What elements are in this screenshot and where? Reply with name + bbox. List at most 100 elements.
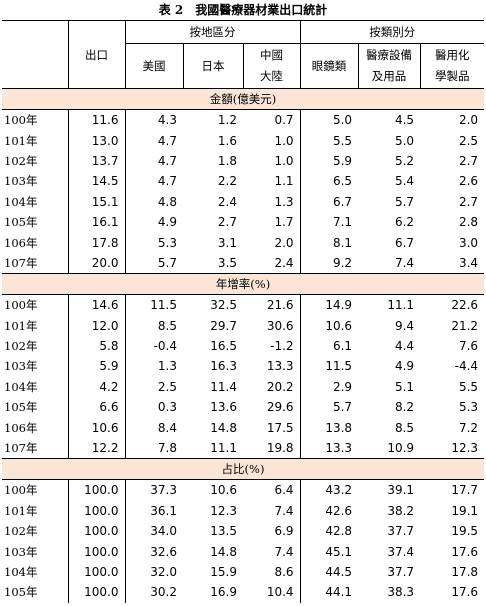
value-cell: 16.3	[210, 359, 237, 374]
value-cell: 5.5	[458, 379, 479, 394]
value-cell: 8.5	[124, 315, 183, 336]
value-cell: 4.7	[124, 171, 183, 192]
year-cell: 101年	[4, 318, 38, 333]
value-cell: 5.5	[299, 130, 359, 151]
value-cell: 5.0	[394, 133, 415, 148]
value-cell: 42.6	[299, 500, 359, 522]
year-cell: 100年	[4, 298, 38, 313]
value-cell: 7.4	[274, 503, 294, 518]
column-header: 眼鏡類	[299, 43, 359, 89]
header-cell: 出口	[67, 20, 125, 89]
header-row: 出口 按地區分 按類別分	[2, 20, 485, 89]
year-cell: 105年	[4, 215, 38, 230]
value-cell: 5.7	[124, 252, 183, 274]
value-cell: 6.9	[274, 524, 294, 539]
year-cell: 106年	[4, 420, 38, 435]
value-cell: 5.7	[299, 397, 359, 418]
value-cell: -0.4	[124, 335, 183, 357]
value-cell: 13.7	[67, 150, 125, 172]
data-row: 107年 20.0 5.7 3.5 2.4 9.2 7.4 3.4	[2, 252, 484, 274]
value-cell: 1.3	[274, 194, 294, 209]
value-cell: 2.4	[274, 255, 294, 270]
value-cell: 10.6	[299, 315, 359, 336]
table-header: 出口 按地區分 按類別分 美國 日本 中國 大陸 眼鏡類 醫療設備 及用品 醫用化 學製品	[2, 20, 485, 89]
value-cell: 19.8	[266, 441, 294, 456]
data-row: 101年 13.0 4.7 1.6 1.0 5.5 5.0 2.5	[2, 130, 484, 151]
value-cell: 12.0	[67, 315, 125, 336]
corner-cell	[2, 20, 68, 89]
value-cell: 6.4	[274, 483, 294, 498]
year-cell: 106年	[4, 235, 38, 250]
table-title: 表 2 我國醫療器材業出口統計	[158, 3, 328, 17]
value-cell: 1.1	[274, 174, 294, 189]
value-cell: 5.3	[458, 400, 479, 415]
value-cell: 3.4	[458, 255, 479, 270]
value-cell: 32.6	[124, 541, 183, 562]
column-header: 醫療設備 及用品	[357, 43, 421, 89]
value-cell: 11.5	[299, 356, 359, 377]
value-cell: 14.8	[210, 544, 237, 559]
value-cell: 44.1	[299, 582, 359, 603]
value-cell: 5.1	[394, 379, 415, 394]
value-cell: 100.0	[67, 521, 125, 542]
value-cell: 100.0	[67, 479, 125, 501]
value-cell: 5.9	[67, 356, 125, 377]
section-label: 占比(%)	[2, 458, 485, 481]
value-cell: 42.8	[299, 521, 359, 542]
value-cell: 9.2	[299, 252, 359, 274]
value-cell: 13.8	[299, 417, 359, 438]
value-cell: 43.2	[299, 479, 359, 501]
value-cell: 2.6	[458, 174, 479, 189]
year-cell: 103年	[4, 544, 38, 559]
value-cell: 1.6	[217, 133, 237, 148]
value-cell: 7.4	[394, 255, 415, 270]
value-cell: 2.7	[217, 215, 237, 230]
value-cell: 5.3	[124, 232, 183, 253]
data-row: 101年 100.0 36.1 12.3 7.4 42.6 38.2 19.1	[2, 500, 484, 522]
value-cell: 8.2	[394, 400, 415, 415]
data-row: 105年 6.6 0.3 13.6 29.6 5.7 8.2 5.3	[2, 397, 484, 418]
value-cell: 20.2	[266, 379, 294, 394]
value-cell: 12.3	[210, 503, 237, 518]
value-cell: 10.4	[266, 585, 294, 600]
data-row: 103年 14.5 4.7 2.2 1.1 6.5 5.4 2.6	[2, 171, 484, 192]
data-row: 100年 11.6 4.3 1.2 0.7 5.0 4.5 2.0	[2, 109, 484, 131]
value-cell: 2.0	[458, 113, 479, 128]
year-cell: 103年	[4, 174, 38, 189]
value-cell: 16.9	[210, 585, 237, 600]
year-cell: 102年	[4, 339, 38, 354]
value-cell: 5.2	[394, 153, 415, 168]
value-cell: 1.2	[217, 113, 237, 128]
value-cell: 5.9	[299, 150, 359, 172]
data-row: 104年 100.0 32.0 15.9 8.6 44.5 37.7 17.8	[2, 561, 484, 583]
value-cell: 7.4	[274, 544, 294, 559]
value-cell: 10.9	[387, 441, 415, 456]
value-cell: 5.7	[394, 194, 415, 209]
value-cell: 2.0	[274, 235, 294, 250]
value-cell: 17.7	[451, 483, 479, 498]
value-cell: 19.5	[451, 524, 479, 539]
value-cell: 5.4	[394, 174, 415, 189]
value-cell: 6.7	[394, 235, 415, 250]
data-row: 105年 16.1 4.9 2.7 1.7 7.1 6.2 2.8	[2, 211, 484, 233]
value-cell: 100.0	[67, 582, 125, 603]
year-cell: 105年	[4, 585, 38, 600]
value-cell: 6.2	[394, 215, 415, 230]
value-cell: 100.0	[67, 561, 125, 583]
value-cell: 20.0	[67, 252, 125, 274]
value-cell: 2.5	[458, 133, 479, 148]
value-cell: 11.6	[67, 109, 125, 131]
value-cell: 17.8	[67, 232, 125, 253]
value-cell: 0.7	[274, 113, 294, 128]
year-cell: 100年	[4, 113, 38, 128]
value-cell: 19.1	[451, 503, 479, 518]
value-cell: 6.7	[299, 191, 359, 212]
value-cell: 4.4	[394, 339, 415, 354]
value-cell: 4.3	[124, 109, 183, 131]
value-cell: 34.0	[124, 521, 183, 542]
value-cell: 32.5	[210, 298, 237, 313]
value-cell: 7.8	[124, 437, 183, 459]
year-cell: 101年	[4, 133, 38, 148]
data-row: 106年 10.6 8.4 14.8 17.5 13.8 8.5 7.2	[2, 417, 484, 438]
value-cell: 11.1	[210, 441, 237, 456]
